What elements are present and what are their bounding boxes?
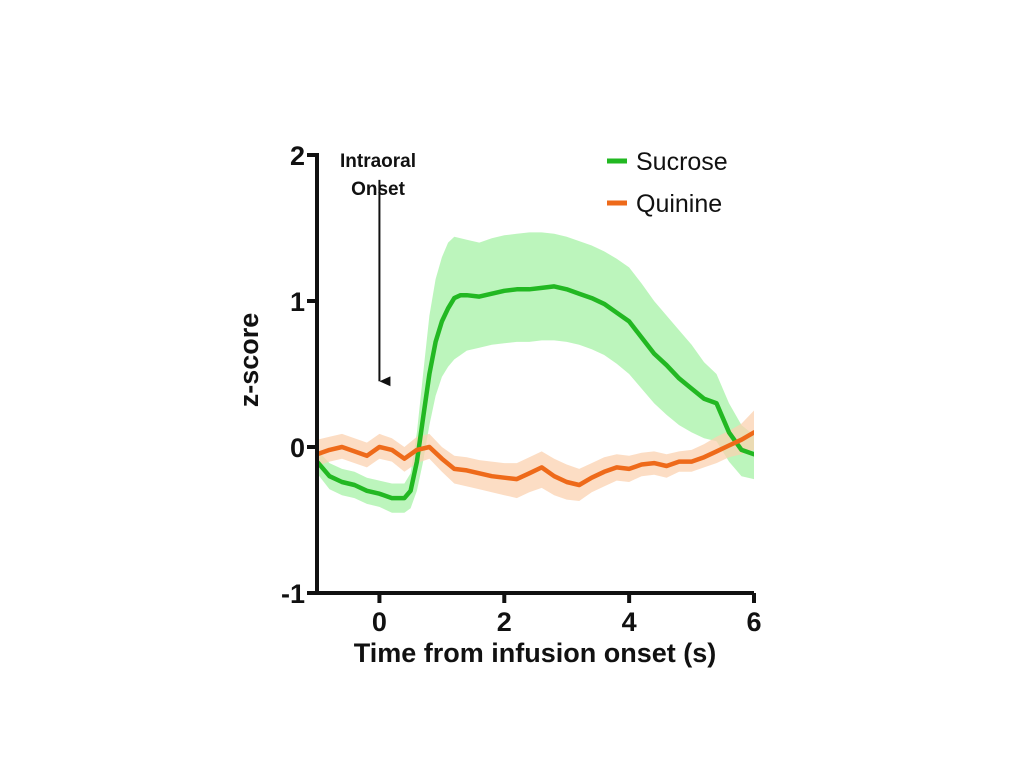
series-line-sucrose [317, 284, 754, 501]
x-tick-label: 4 [622, 607, 637, 637]
legend-label-quinine: Quinine [636, 190, 722, 218]
annotation-line-1: Intraoral [340, 151, 416, 172]
y-tick-label: 1 [290, 287, 305, 317]
plot-area [317, 232, 754, 513]
x-tick-label: 6 [746, 607, 761, 637]
y-tick-label: -1 [281, 579, 305, 609]
y-tick-label: 0 [290, 433, 305, 463]
annotation-line-2: Onset [351, 179, 406, 200]
y-tick-label: 2 [290, 141, 305, 171]
series-line-quinine [317, 430, 754, 488]
x-tick-label: 0 [372, 607, 387, 637]
y-axis-title: z-score [234, 313, 264, 408]
legend-item-quinine: Quinine [607, 190, 722, 218]
y-ticks: -1 0 1 2 [281, 141, 317, 609]
legend-label-sucrose: Sucrose [636, 148, 728, 176]
axes [315, 153, 754, 595]
error-band-quinine [317, 410, 754, 501]
x-axis-title: Time from infusion onset (s) [354, 638, 717, 668]
x-tick-label: 2 [497, 607, 512, 637]
x-ticks: 0 2 4 6 [372, 593, 762, 637]
legend-item-sucrose: Sucrose [607, 148, 728, 176]
legend: Sucrose Quinine [607, 148, 728, 218]
onset-annotation: Intraoral Onset [340, 151, 416, 387]
